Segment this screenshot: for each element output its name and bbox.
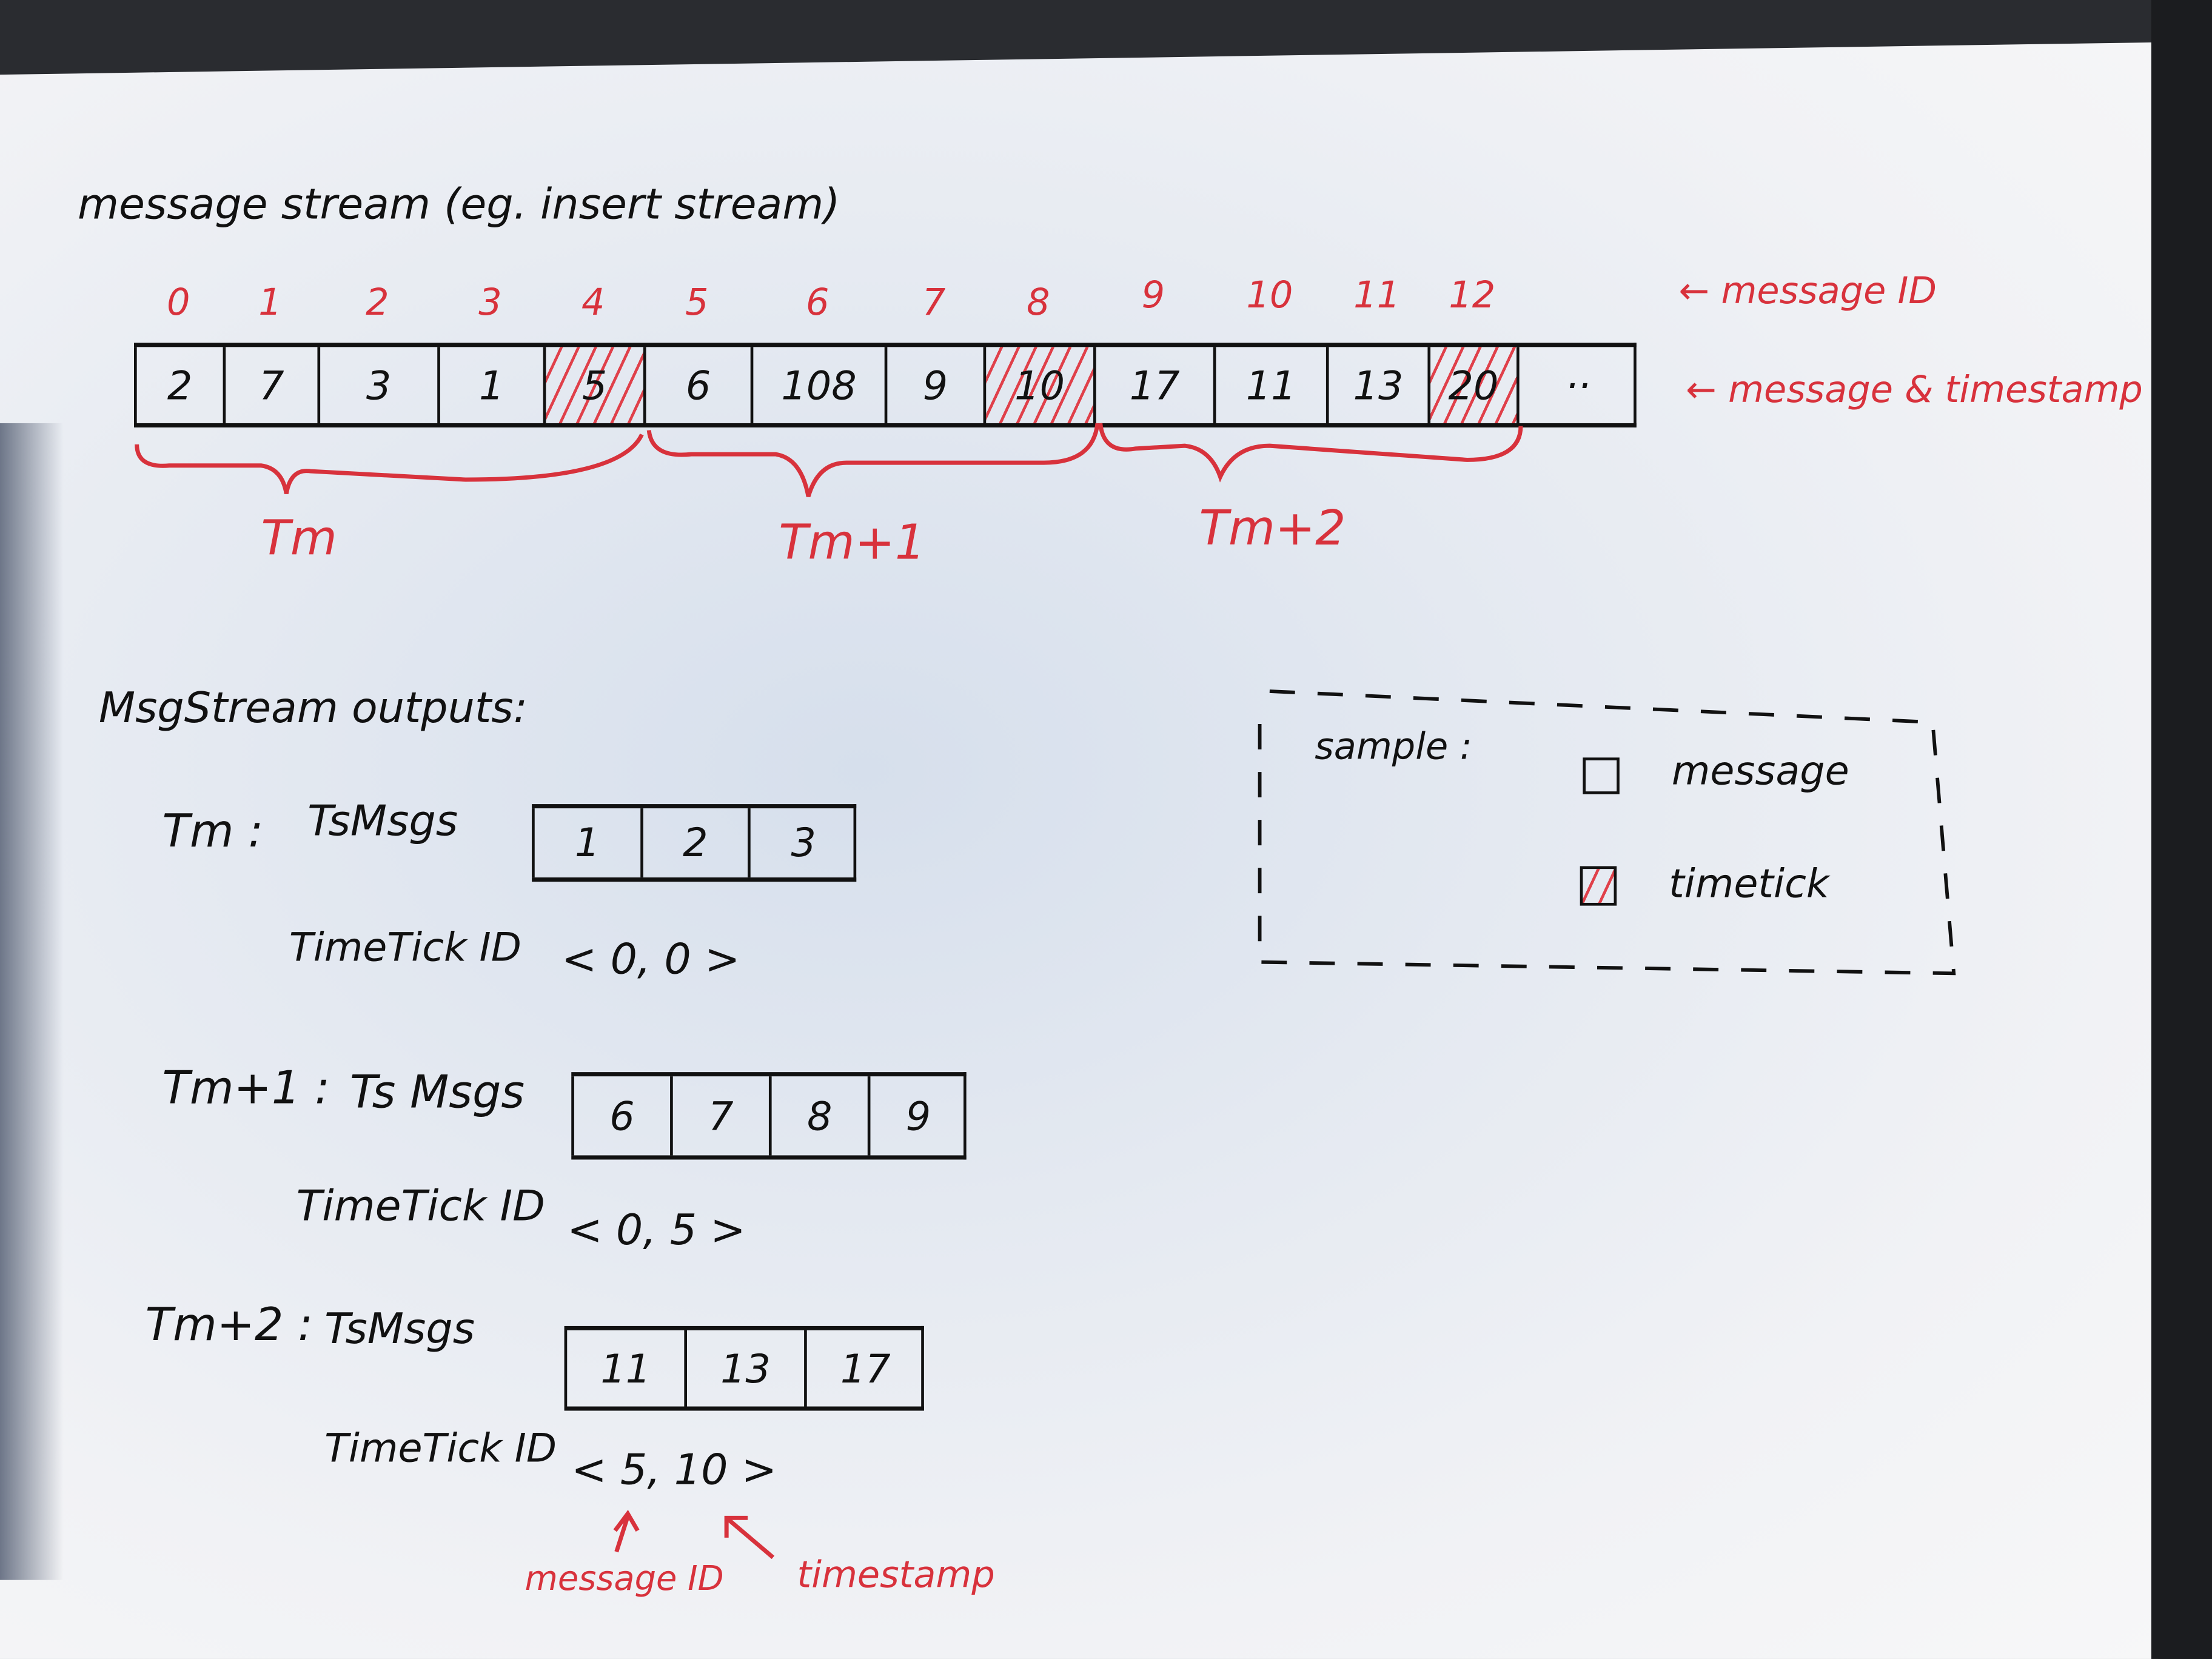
legend-dashed-border — [1258, 689, 1956, 976]
timetick-value-tm: < 0, 0 > — [561, 935, 740, 985]
message-id-label: 0 — [167, 282, 190, 325]
timetick-value-tm2: < 5, 10 > — [571, 1446, 777, 1496]
output-message-cell: 2 — [640, 808, 748, 878]
window-label-tm1: Tm+1 — [779, 515, 926, 572]
message-id-label: 9 — [1141, 275, 1165, 318]
output-message-cell: 3 — [748, 808, 856, 878]
message-id-label: 2 — [366, 282, 389, 325]
output-message-cell: 1 — [532, 808, 640, 878]
window-label-tm: Tm — [261, 511, 337, 568]
message-id-label: 1 — [258, 282, 282, 325]
message-timestamp-annotation: ← message & timestamp — [1686, 369, 2143, 412]
output-label-tm: Tm : — [162, 804, 264, 858]
output-message-cell: 17 — [804, 1330, 924, 1407]
message-cell: 11 — [1213, 347, 1326, 423]
message-cell: ·· — [1516, 347, 1637, 423]
timetick-cell: 10 — [983, 347, 1094, 423]
diagram-title: message stream (eg. insert stream) — [77, 180, 840, 230]
message-cell: 17 — [1093, 347, 1213, 423]
output-message-cell: 13 — [684, 1330, 804, 1407]
timetick-label: TimeTick ID — [296, 1182, 545, 1232]
message-cell: 2 — [134, 347, 223, 423]
message-cell: 7 — [223, 347, 318, 423]
timetick-cell: 20 — [1427, 347, 1517, 423]
message-id-label: 8 — [1027, 282, 1050, 325]
message-cell: 3 — [317, 347, 437, 423]
tsmsgs-label: TsMsgs — [307, 797, 458, 846]
message-id-label: 3 — [478, 282, 502, 325]
arrow-timestamp — [724, 1515, 775, 1560]
timestamp-note: timestamp — [797, 1554, 995, 1597]
timetick-value-tm1: < 0, 5 > — [567, 1206, 746, 1256]
message-id-label: 11 — [1353, 275, 1401, 318]
timetick-cell: 5 — [543, 347, 643, 423]
output-label-tm1: Tm+1 : — [162, 1061, 330, 1114]
output-msgs-tm2: 11 13 17 — [564, 1326, 924, 1411]
legend-message: message — [1671, 748, 1849, 794]
outputs-heading: MsgStream outputs: — [98, 684, 528, 734]
message-swatch-icon — [1583, 757, 1620, 794]
output-message-cell: 7 — [670, 1076, 769, 1156]
message-id-label: 7 — [922, 282, 946, 325]
legend-title: sample : — [1315, 726, 1472, 769]
output-message-cell: 11 — [564, 1330, 685, 1407]
timetick-label: TimeTick ID — [324, 1424, 557, 1472]
message-id-annotation: ← message ID — [1678, 270, 1937, 313]
paper-sheet — [0, 42, 2159, 1659]
message-id-label: 6 — [805, 282, 830, 325]
message-cell: 108 — [750, 347, 885, 423]
message-id-label: 4 — [581, 282, 605, 325]
message-cell: 9 — [884, 347, 984, 423]
timetick-swatch-icon — [1580, 866, 1617, 906]
message-id-label: 5 — [685, 282, 709, 325]
arrow-message-id — [613, 1510, 640, 1553]
output-message-cell: 9 — [867, 1076, 967, 1156]
output-message-cell: 6 — [571, 1076, 670, 1156]
output-message-cell: 8 — [768, 1076, 868, 1156]
output-label-tm2: Tm+2 : — [145, 1298, 313, 1352]
tsmsgs-label: Ts Msgs — [349, 1065, 525, 1119]
tsmsgs-label: TsMsgs — [324, 1305, 475, 1355]
brace-tm2 — [1098, 423, 1523, 483]
desk-edge — [2151, 0, 2212, 1659]
shadow — [0, 423, 64, 1580]
brace-tm — [135, 433, 644, 494]
message-id-label: 10 — [1246, 275, 1293, 318]
window-label-tm2: Tm+2 — [1199, 500, 1346, 557]
message-cell: 6 — [643, 347, 751, 423]
timetick-label: TimeTick ID — [289, 923, 521, 971]
message-stream: 2 7 3 1 5 6 108 9 10 17 11 13 20 ·· — [134, 343, 1637, 427]
message-id-label: 12 — [1449, 275, 1496, 318]
message-cell: 1 — [437, 347, 543, 423]
message-cell: 13 — [1326, 347, 1428, 423]
message-id-note: message ID — [525, 1558, 724, 1598]
brace-tm1 — [646, 423, 1100, 497]
legend-timetick: timetick — [1669, 860, 1829, 907]
